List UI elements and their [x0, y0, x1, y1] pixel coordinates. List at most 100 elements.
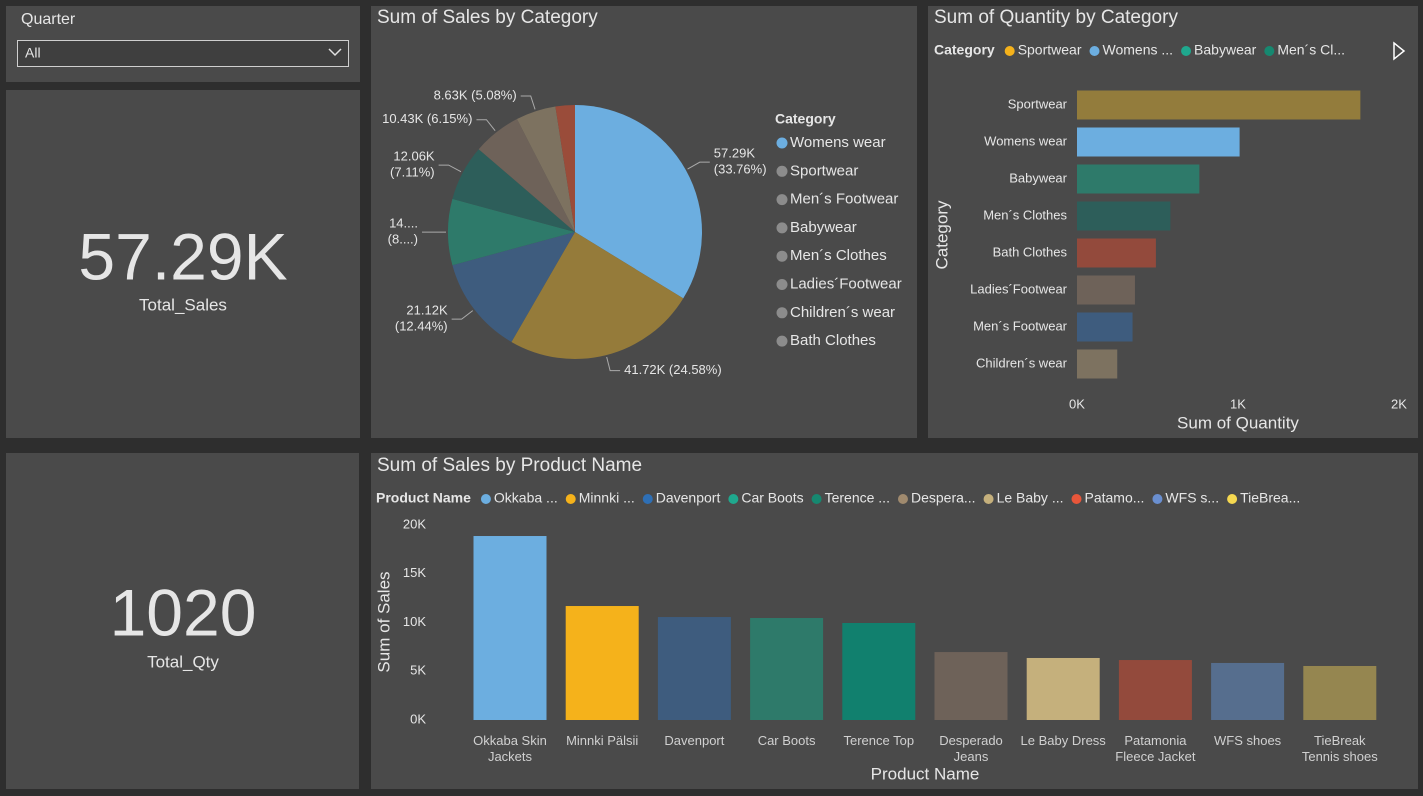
leader-line — [476, 119, 496, 132]
y-tick-label: 0K — [410, 711, 426, 726]
data-label: (8....) — [388, 232, 418, 247]
x-tick-label: 2K — [1391, 396, 1407, 411]
legend-marker — [811, 494, 822, 504]
chart-title: Sum of Sales by Product Name — [377, 455, 642, 476]
leader-line — [438, 164, 462, 173]
y-tick-label: 10K — [403, 614, 426, 629]
legend-marker — [1181, 46, 1192, 56]
x-tick-label: 0K — [1069, 396, 1085, 411]
legend-marker — [897, 494, 908, 504]
x-tick-label: Desperado Jeans — [939, 733, 1003, 764]
data-label: 12.06K — [393, 149, 435, 164]
dropdown-value: All — [25, 45, 41, 61]
legend-label: TieBrea... — [1240, 490, 1300, 506]
x-tick-label: TieBreak Tennis shoes — [1301, 733, 1378, 764]
y-tick-label: Babywear — [1009, 170, 1067, 185]
legend-label: Children´s wear — [790, 304, 895, 321]
x-tick-label: Car Boots — [757, 733, 816, 748]
chart-title: Sum of Sales by Category — [377, 7, 598, 28]
legend-label: Men´s Clothes — [790, 247, 887, 264]
legend-marker — [776, 194, 788, 206]
bar — [934, 652, 1008, 720]
card-value: 57.29K — [78, 219, 287, 293]
legend-marker — [776, 165, 788, 177]
legend-label: Sportwear — [1018, 42, 1082, 58]
legend-marker — [776, 279, 788, 290]
dropdown[interactable] — [17, 40, 349, 67]
x-tick-label: WFS shoes — [1214, 733, 1282, 748]
pie-slice — [516, 106, 575, 232]
bar — [750, 618, 824, 720]
y-tick-label: 5K — [410, 663, 426, 678]
x-axis-title: Product Name — [871, 764, 980, 783]
data-label: (12.44%) — [395, 319, 448, 334]
chart-title: Sum of Quantity by Category — [934, 7, 1178, 28]
bar — [1077, 312, 1133, 342]
x-axis-title: Sum of Quantity — [1177, 413, 1299, 432]
legend-marker — [728, 494, 739, 504]
legend-marker — [1152, 494, 1163, 504]
data-label: (7.11%) — [390, 165, 435, 180]
x-tick-label: Le Baby Dress — [1020, 733, 1106, 748]
legend-label: WFS s... — [1165, 490, 1219, 506]
legend-label: Babywear — [1194, 42, 1257, 58]
legend-label: Davenport — [656, 490, 721, 506]
y-axis-title: Category — [932, 200, 951, 269]
x-tick-label: Minnki Pälsii — [566, 733, 639, 748]
legend-scroll[interactable] — [1393, 41, 1406, 61]
legend-label: Ladies´Footwear — [790, 275, 902, 292]
legend-marker — [776, 222, 788, 234]
legend-title: Product Name — [376, 490, 471, 506]
pie-slice — [575, 105, 702, 299]
card-label: Total_Qty — [147, 652, 219, 671]
y-tick-label: Sportwear — [1008, 96, 1068, 111]
y-tick-label: Ladies´Footwear — [970, 281, 1067, 296]
legend-marker — [565, 494, 576, 504]
legend-label: Men´s Footwear — [790, 191, 898, 208]
data-label: 14.... — [389, 216, 418, 231]
bar — [1026, 657, 1100, 720]
bar — [565, 606, 639, 720]
bar — [1077, 164, 1200, 194]
legend-marker — [1071, 494, 1082, 504]
legend-marker — [1089, 46, 1100, 56]
data-label: 8.63K (5.08%) — [434, 87, 517, 102]
legend-label: Minnki ... — [579, 490, 635, 506]
legend-label: Terence ... — [825, 490, 890, 506]
legend-marker — [776, 335, 788, 347]
leader-line — [687, 161, 710, 170]
legend-label: Okkaba ... — [494, 490, 558, 506]
pie-slice — [555, 105, 575, 232]
y-tick-label: 20K — [403, 516, 426, 531]
y-tick-label: Children´s wear — [976, 355, 1068, 370]
legend-label: Men´s Cl... — [1277, 42, 1345, 58]
card-label: Total_Sales — [139, 295, 227, 314]
pie-slice — [452, 232, 575, 342]
pie-slice — [448, 198, 575, 266]
pie-slice — [478, 119, 575, 232]
card-value: 1020 — [110, 575, 257, 649]
slicer-label: Quarter — [21, 11, 76, 28]
card-panel — [6, 453, 359, 789]
legend-marker — [642, 494, 653, 504]
data-label: 41.72K (24.58%) — [624, 362, 722, 377]
legend-marker — [1004, 46, 1015, 56]
y-axis-title: Sum of Sales — [374, 571, 393, 672]
bar — [1118, 660, 1192, 720]
dropdown-chevron[interactable] — [328, 48, 342, 57]
leader-line — [451, 310, 474, 320]
legend-marker — [776, 137, 788, 149]
legend-label: Sportwear — [790, 162, 858, 179]
legend-label: Womens ... — [1103, 42, 1174, 58]
legend-marker — [480, 494, 491, 504]
bar — [1077, 127, 1240, 157]
data-label: 21.12K — [406, 303, 448, 318]
x-tick-label: 1K — [1230, 396, 1246, 411]
x-tick-label: Davenport — [664, 733, 725, 748]
pie-slice — [452, 149, 575, 232]
legend-label: Despera... — [911, 490, 976, 506]
x-tick-label: Terence Top — [843, 733, 915, 748]
legend-marker — [983, 494, 994, 504]
legend-label: Womens wear — [790, 134, 886, 151]
